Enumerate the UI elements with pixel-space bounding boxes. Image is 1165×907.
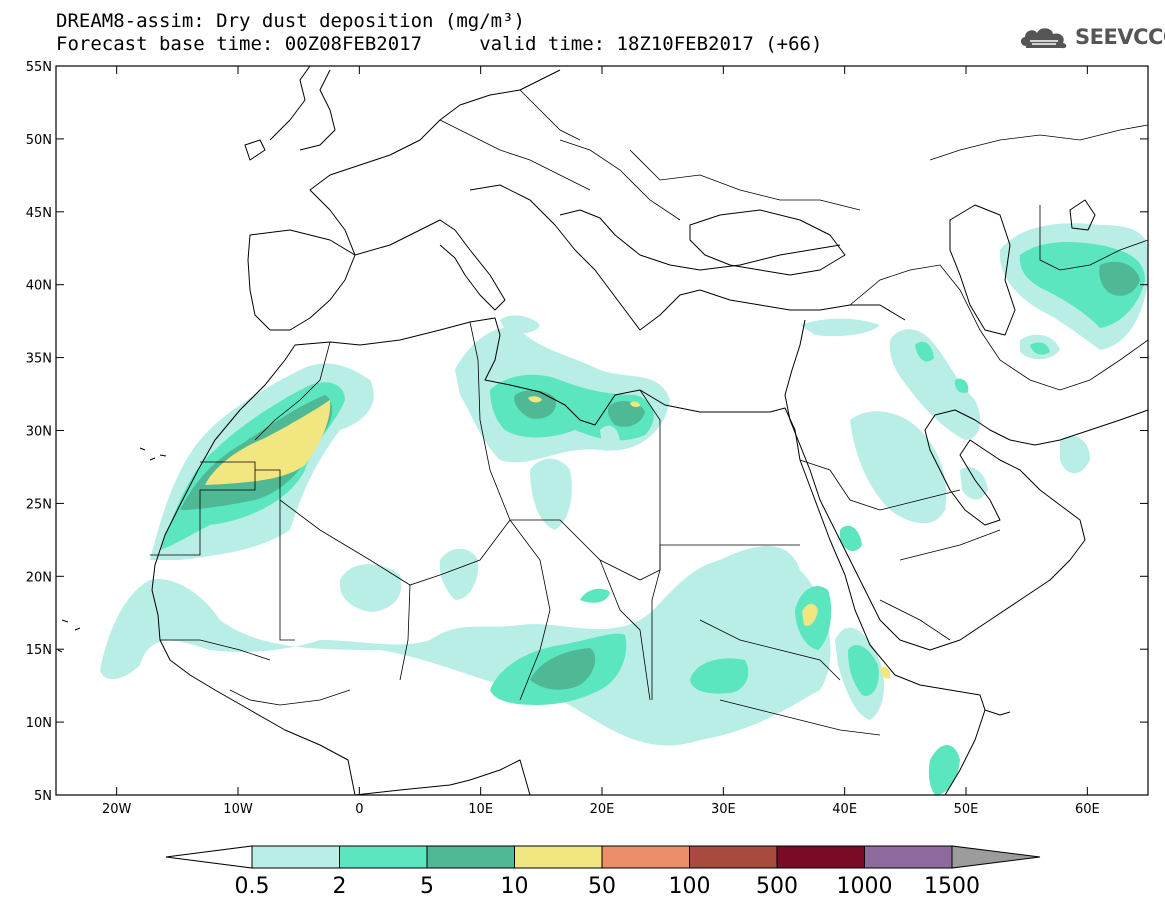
latitude-ticks: 55N 50N 45N 40N 35N 30N 25N 20N 15N 10N 5N <box>26 60 1148 804</box>
colorbar-box <box>864 845 953 869</box>
logo-text: SEEVCCC <box>1075 25 1165 49</box>
lat-tick-label: 35N <box>26 352 52 367</box>
map-title: DREAM8-assim: Dry dust deposition (mg/m³… <box>56 10 822 56</box>
colorbar: 0.5 2 5 10 50 100 500 1000 1500 <box>165 845 1041 899</box>
lon-tick-label: 10W <box>223 802 253 817</box>
lat-tick-label: 50N <box>26 133 52 148</box>
lon-tick-label: 20E <box>590 802 615 817</box>
colorbar-label: 100 <box>669 874 711 899</box>
dust-shading <box>100 223 1148 795</box>
lon-tick-label: 30E <box>711 802 736 817</box>
colorbar-over-triangle <box>951 845 1041 869</box>
colorbar-under-triangle <box>165 845 253 869</box>
lat-tick-label: 10N <box>26 716 52 731</box>
colorbar-box <box>339 845 428 869</box>
longitude-ticks: 20W 10W 0 10E 20E 30E 40E 50E 60E <box>102 66 1100 817</box>
lat-tick-label: 5N <box>34 789 52 804</box>
plot-area <box>56 66 1148 795</box>
cloud-icon <box>1020 28 1067 49</box>
country-borders <box>150 89 1148 736</box>
lat-tick-label: 55N <box>26 60 52 75</box>
lon-tick-label: 0 <box>355 802 363 817</box>
coastlines <box>57 66 1148 795</box>
colorbar-label: 1000 <box>837 874 893 899</box>
lat-tick-label: 40N <box>26 279 52 294</box>
lat-tick-label: 45N <box>26 206 52 221</box>
lat-tick-label: 25N <box>26 497 52 512</box>
colorbar-box <box>514 845 603 869</box>
colorbar-label: 2 <box>333 874 347 899</box>
title-line-1: DREAM8-assim: Dry dust deposition (mg/m³… <box>56 10 525 32</box>
lon-tick-label: 40E <box>832 802 857 817</box>
colorbar-box <box>601 845 690 869</box>
colorbar-label: 500 <box>756 874 798 899</box>
colorbar-label: 5 <box>420 874 434 899</box>
colorbar-box <box>689 845 778 869</box>
colorbar-box <box>251 845 340 869</box>
colorbar-label: 50 <box>588 874 616 899</box>
lat-tick-label: 30N <box>26 425 52 440</box>
seevccc-logo: SEEVCCC <box>1018 24 1165 50</box>
lat-tick-label: 20N <box>26 570 52 585</box>
lon-tick-label: 10E <box>468 802 493 817</box>
lon-tick-label: 50E <box>954 802 979 817</box>
lon-tick-label: 60E <box>1075 802 1100 817</box>
lon-tick-label: 20W <box>102 802 132 817</box>
colorbar-label: 1500 <box>924 874 980 899</box>
colorbar-label: 0.5 <box>235 874 270 899</box>
lat-tick-label: 15N <box>26 643 52 658</box>
colorbar-box <box>776 845 865 869</box>
colorbar-label: 10 <box>501 874 529 899</box>
title-line-2: Forecast base time: 00Z08FEB2017 valid t… <box>56 33 823 55</box>
colorbar-box <box>426 845 515 869</box>
